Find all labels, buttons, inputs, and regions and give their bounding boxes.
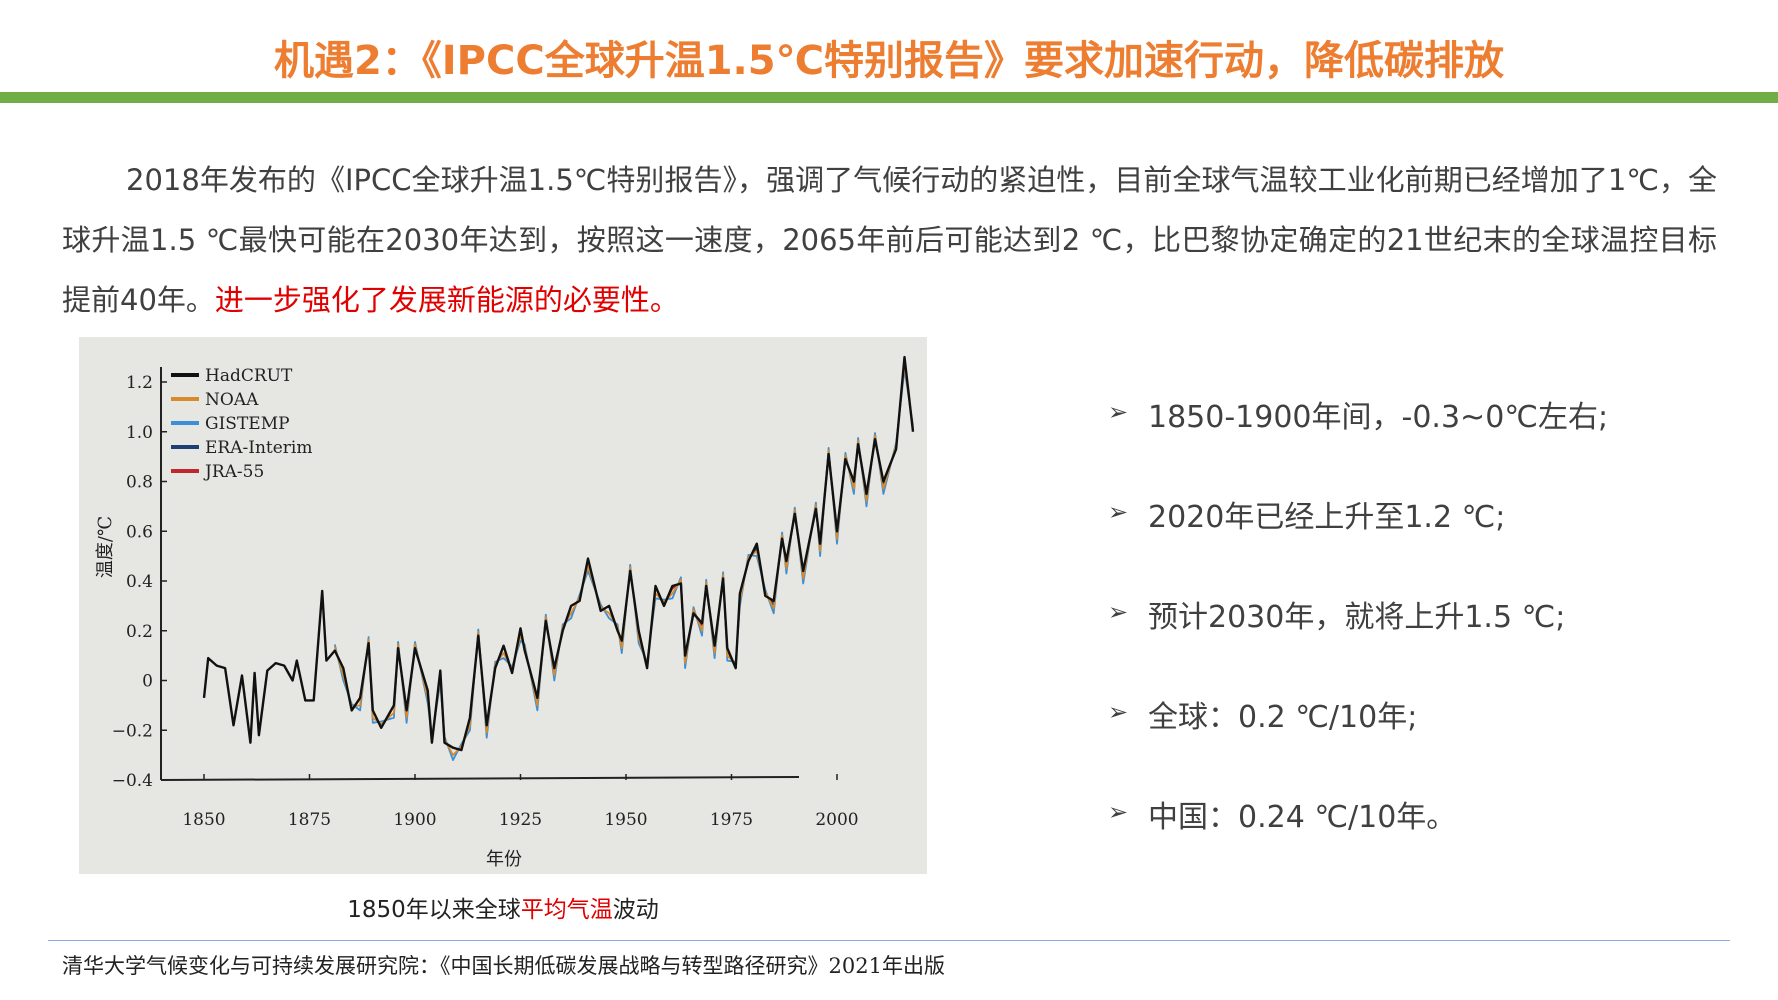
paragraph-highlight: 进一步强化了发展新能源的必要性。 <box>214 283 679 317</box>
y-tick-label: 1.2 <box>126 373 153 393</box>
arrow-bullet-icon: ➢ <box>1108 798 1129 826</box>
x-tick-label: 1950 <box>604 810 647 830</box>
x-tick-label: 1875 <box>288 810 331 830</box>
legend-label: HadCRUT <box>205 366 293 386</box>
y-tick-label: 0 <box>142 672 153 692</box>
footer-divider <box>48 940 1730 941</box>
x-tick-label: 1850 <box>182 810 225 830</box>
list-item: ➢ 预计2030年，就将上升1.5 ℃; <box>1108 592 1608 692</box>
title-divider <box>0 92 1778 103</box>
list-item: ➢ 1850-1900年间，-0.3~0℃左右; <box>1108 392 1608 492</box>
y-axis-label: 温度/℃ <box>95 516 116 578</box>
list-item: ➢ 全球：0.2 ℃/10年; <box>1108 692 1608 792</box>
key-points-list: ➢ 1850-1900年间，-0.3~0℃左右; ➢ 2020年已经上升至1.2 ℃… <box>1108 392 1608 892</box>
caption-post: 波动 <box>612 897 659 923</box>
slide-title: 机遇2：《IPCC全球升温1.5℃特别报告》要求加速行动，降低碳排放 <box>273 38 1505 84</box>
y-tick-label: −0.2 <box>112 721 153 741</box>
caption-pre: 1850年以来全球 <box>347 897 521 923</box>
arrow-bullet-icon: ➢ <box>1108 698 1129 726</box>
bullet-text: 2020年已经上升至1.2 ℃; <box>1148 500 1506 535</box>
series-line-noaa <box>333 363 914 757</box>
intro-paragraph: 2018年发布的《IPCC全球升温1.5℃特别报告》，强调了气候行动的紧迫性，目… <box>62 150 1717 330</box>
bullet-text: 1850-1900年间，-0.3~0℃左右; <box>1148 400 1609 435</box>
x-tick-label: 1925 <box>499 810 542 830</box>
arrow-bullet-icon: ➢ <box>1108 598 1129 626</box>
bullet-text: 全球：0.2 ℃/10年; <box>1148 700 1418 735</box>
list-item: ➢ 中国：0.24 ℃/10年。 <box>1108 792 1608 892</box>
paragraph-text: 2018年发布的《IPCC全球升温1.5℃特别报告》，强调了气候行动的紧迫性，目… <box>62 163 1717 317</box>
source-footer: 清华大学气候变化与可持续发展研究院：《中国长期低碳发展战略与转型路径研究》202… <box>62 954 945 978</box>
legend-label: GISTEMP <box>205 414 290 434</box>
x-tick-label: 1900 <box>393 810 436 830</box>
series-line-gistemp <box>333 368 914 762</box>
temperature-chart: 1.2 1.0 0.8 0.6 0.4 0.2 0 −0.2 −0.4 1850 1875 1900 1… <box>95 355 915 870</box>
x-axis <box>160 776 800 781</box>
bullet-text: 中国：0.24 ℃/10年。 <box>1148 800 1457 835</box>
x-axis-label: 年份 <box>486 849 522 870</box>
y-tick-label: 1.0 <box>126 423 153 443</box>
x-tick-label: 2000 <box>815 810 858 830</box>
legend-label: NOAA <box>205 390 259 410</box>
bullet-text: 预计2030年，就将上升1.5 ℃; <box>1148 600 1566 635</box>
caption-highlight: 平均气温 <box>520 897 613 923</box>
y-tick-label: 0.6 <box>126 522 153 542</box>
x-tick-label: 1975 <box>710 810 753 830</box>
arrow-bullet-icon: ➢ <box>1108 398 1129 426</box>
legend-label: ERA-Interim <box>205 438 312 458</box>
series-line-hadcrut <box>202 355 915 752</box>
arrow-bullet-icon: ➢ <box>1108 498 1129 526</box>
list-item: ➢ 2020年已经上升至1.2 ℃; <box>1108 492 1608 592</box>
chart-caption: 1850年以来全球平均气温波动 <box>79 890 927 924</box>
temperature-chart-photo: 1.2 1.0 0.8 0.6 0.4 0.2 0 −0.2 −0.4 1850 1875 1900 1… <box>79 337 927 874</box>
legend-label: JRA-55 <box>203 462 264 482</box>
y-tick-label: −0.4 <box>112 771 153 791</box>
y-tick-label: 0.4 <box>126 572 153 592</box>
y-tick-label: 0.8 <box>126 473 153 493</box>
y-tick-label: 0.2 <box>126 622 153 642</box>
